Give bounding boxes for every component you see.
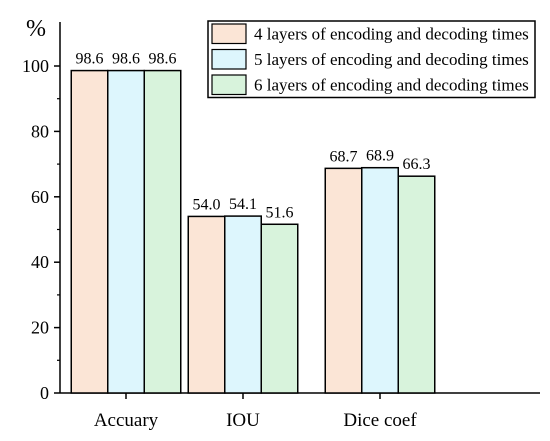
bar-value-label: 54.0	[193, 196, 221, 213]
bar-value-label: 98.6	[76, 51, 104, 68]
bar	[143, 69, 182, 394]
y-tick-label: 0	[40, 383, 49, 403]
y-tick-label: 20	[31, 318, 49, 338]
bar-value-label: 54.1	[229, 196, 257, 213]
y-tick-label: 60	[31, 187, 49, 207]
x-category-label: IOU	[226, 410, 260, 431]
y-axis-label: %	[26, 16, 46, 42]
bar	[107, 69, 145, 394]
bar	[224, 215, 262, 394]
x-category-label: Accuary	[94, 410, 159, 431]
bar	[361, 166, 399, 394]
bar	[187, 215, 226, 394]
bar	[397, 175, 436, 394]
bar	[260, 223, 299, 394]
legend-swatch	[211, 48, 247, 70]
bar-value-label: 66.3	[403, 156, 431, 173]
legend: 4 layers of encoding and decoding times 5…	[207, 20, 536, 99]
y-tick-label: 40	[31, 252, 49, 272]
x-category-label: Dice coef	[343, 410, 417, 431]
legend-swatch	[211, 23, 247, 45]
legend-entry-label: 4 layers of encoding and decoding times	[254, 25, 529, 44]
y-tick-label: 100	[22, 56, 49, 76]
bar	[70, 69, 109, 394]
legend-entry-label: 6 layers of encoding and decoding times	[254, 76, 529, 95]
bar-value-label: 98.6	[112, 51, 140, 68]
bar-value-label: 98.6	[149, 51, 177, 68]
bar-value-label: 68.7	[330, 148, 358, 165]
bar	[324, 167, 363, 394]
y-tick-label: 80	[31, 121, 49, 141]
legend-box	[207, 20, 536, 99]
bar-value-label: 68.9	[366, 148, 394, 165]
bar-value-label: 51.6	[266, 204, 294, 221]
legend-swatch	[211, 74, 247, 96]
legend-entry-label: 5 layers of encoding and decoding times	[254, 50, 529, 69]
plot-area: 0 20 40 60 80 100 98.6 98.6 98.6 Accuary 54.0 54.1 5…	[22, 22, 540, 431]
